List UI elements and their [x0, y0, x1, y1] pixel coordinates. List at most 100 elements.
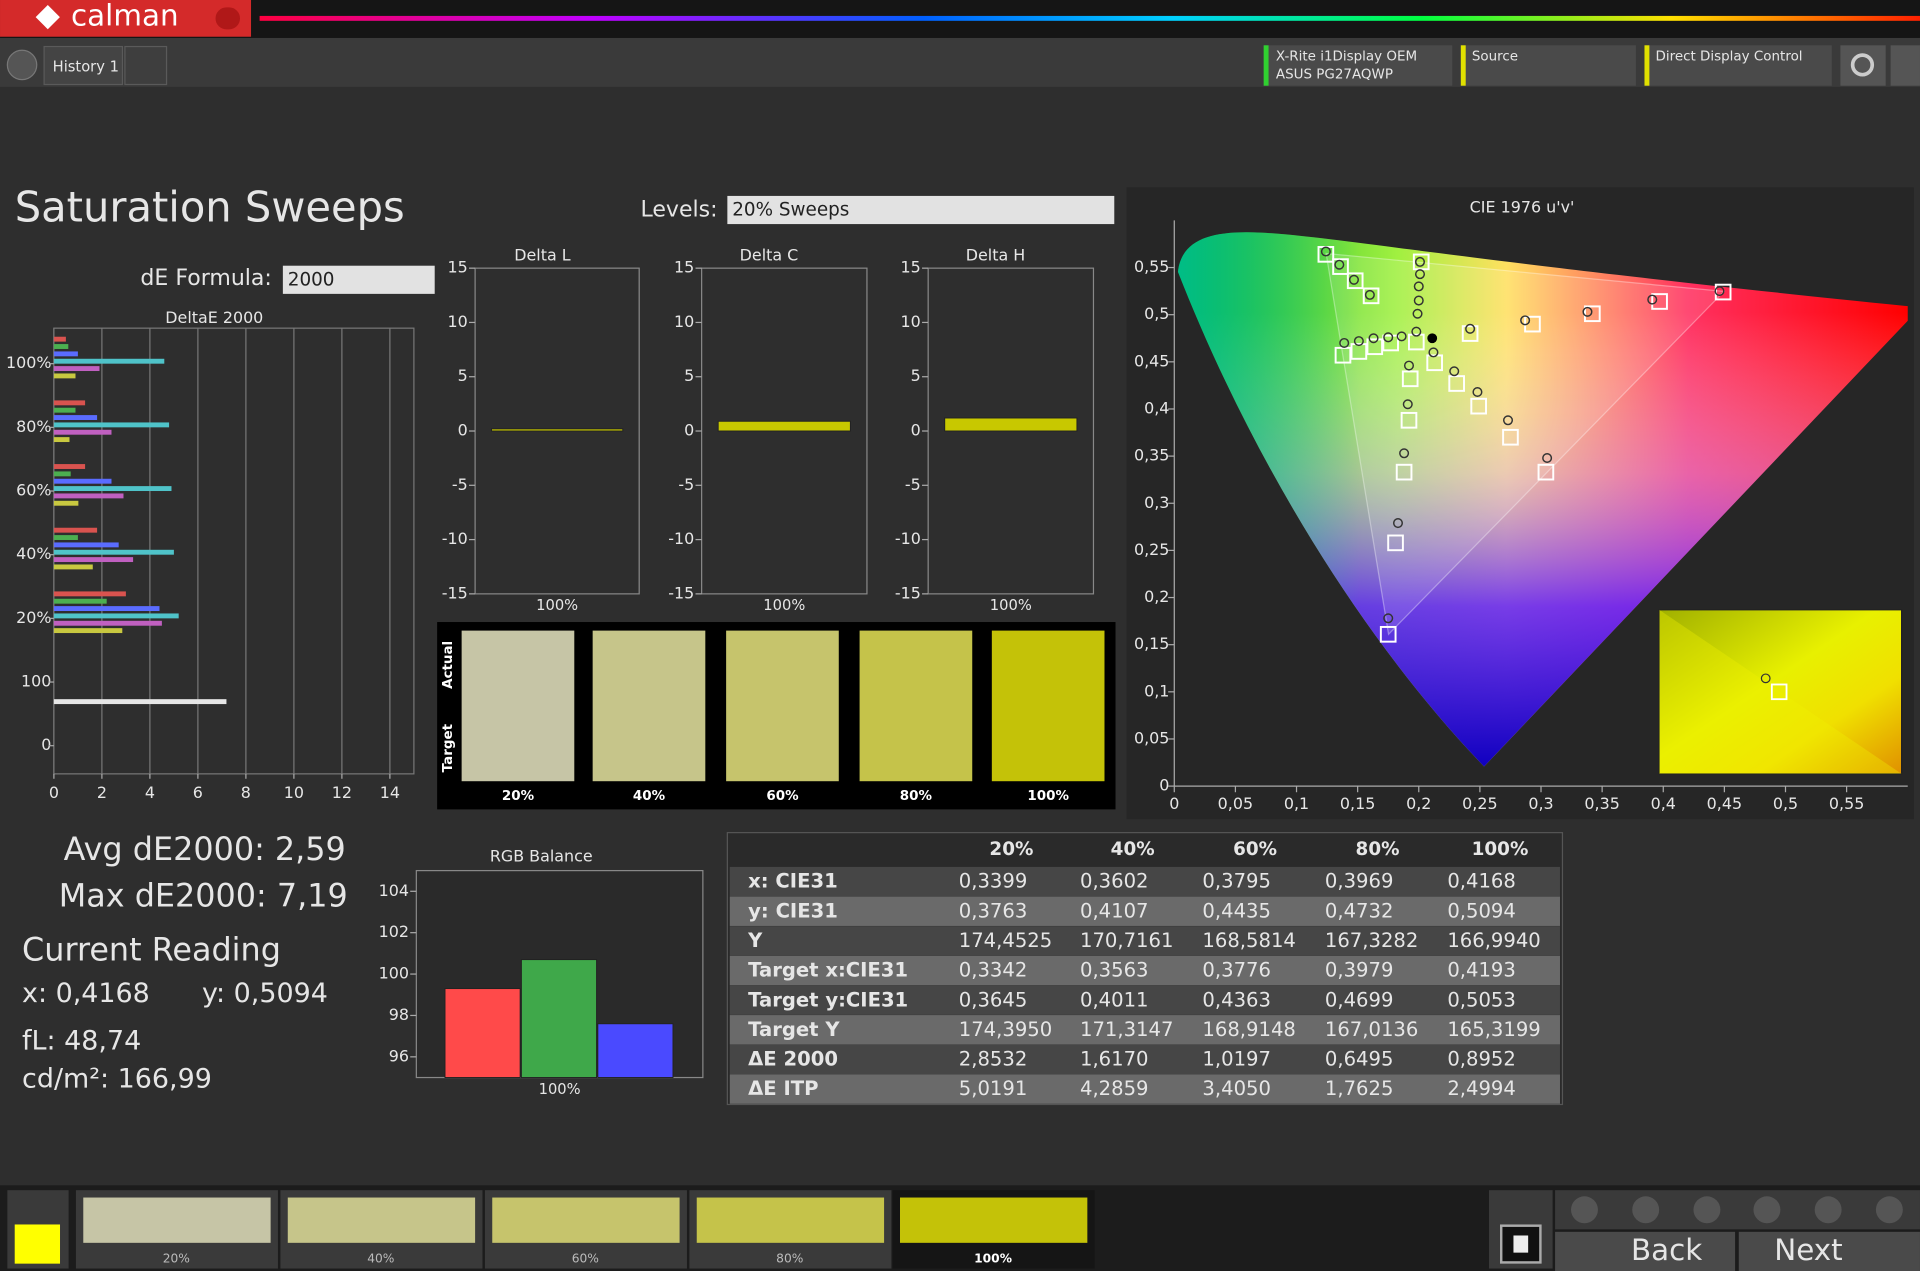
table-header: 40%	[1111, 839, 1155, 860]
logo-icon	[35, 5, 60, 30]
current-fl: fL: 48,74	[22, 1026, 141, 1057]
tab[interactable]	[43, 45, 124, 86]
target-point	[1387, 534, 1404, 552]
tab-label[interactable]: History 1	[53, 58, 119, 75]
y-tick-label: 20%	[16, 608, 51, 627]
table-cell: 166,9940	[1447, 929, 1540, 952]
table-cell: 1,6170	[1080, 1048, 1149, 1071]
table-cell: 4,2859	[1080, 1077, 1149, 1100]
refresh-button[interactable]	[1814, 1196, 1842, 1224]
footer-swatch[interactable]	[83, 1197, 271, 1243]
table-row	[729, 896, 1560, 926]
zoom-inset	[1658, 609, 1903, 775]
footer-label[interactable]: 20%	[163, 1251, 190, 1265]
footer-swatch[interactable]	[696, 1197, 885, 1243]
color-swatch	[592, 630, 706, 782]
y-tick-label: 15	[674, 258, 694, 277]
table-row-label: Target y:CIE31	[748, 988, 908, 1011]
control-label: Direct Display Control	[1655, 49, 1802, 64]
meter-box[interactable]	[1263, 45, 1453, 86]
y-tick-label: 5	[458, 366, 468, 385]
y-tick-label: 100	[379, 964, 409, 983]
bar	[53, 542, 119, 548]
y-tick-label: 0	[684, 421, 694, 440]
swatch-label: 60%	[766, 789, 799, 804]
x-tick-label: 0,55	[1829, 794, 1864, 813]
table-cell: 0,5053	[1447, 988, 1516, 1011]
footer-label[interactable]: 100%	[974, 1251, 1012, 1265]
x-tick-label: 6	[193, 783, 203, 802]
bar	[53, 422, 170, 428]
bar	[53, 336, 66, 342]
inset-circle	[1760, 673, 1771, 684]
footer-label[interactable]: 80%	[776, 1251, 803, 1265]
avg-de: Avg dE2000: 2,59	[64, 830, 346, 868]
actual-label: Actual	[441, 641, 456, 689]
target-point	[1448, 375, 1465, 392]
table-cell: 2,4994	[1447, 1077, 1516, 1100]
table-row-label: y: CIE31	[748, 899, 838, 922]
table-cell: 0,4107	[1080, 899, 1149, 922]
settings-button[interactable]	[1840, 45, 1886, 86]
bar	[53, 699, 227, 705]
levels-value[interactable]: 20% Sweeps	[732, 200, 849, 221]
x-tick-label: 100%	[990, 597, 1032, 614]
levels-dropdown[interactable]	[727, 195, 1115, 225]
y-tick-label: 100	[21, 672, 51, 691]
footer-swatch[interactable]	[287, 1197, 476, 1243]
add-tab[interactable]	[124, 45, 168, 86]
target-point	[1382, 334, 1399, 352]
formula-dropdown[interactable]	[282, 265, 435, 294]
logo-menu[interactable]	[215, 7, 241, 30]
collapse-button[interactable]	[1890, 45, 1920, 86]
table-row-label: x: CIE31	[748, 870, 838, 893]
target-point	[1395, 463, 1413, 481]
source-box[interactable]	[1460, 45, 1636, 86]
measured-point	[1396, 331, 1407, 342]
footer-swatch[interactable]	[900, 1197, 1088, 1243]
x-tick-label: 0,25	[1462, 794, 1497, 813]
bar	[53, 407, 76, 413]
control-box[interactable]	[1644, 45, 1832, 86]
inset-square	[1770, 683, 1788, 701]
y-tick-label: -15	[442, 583, 468, 602]
bar	[53, 471, 71, 477]
y-tick-label: 10	[901, 312, 921, 331]
target-label: Target	[441, 723, 456, 772]
measured-point	[1403, 360, 1415, 371]
target-point	[1470, 397, 1487, 415]
back-button[interactable]	[1555, 1231, 1736, 1271]
y-tick-label: 60%	[16, 481, 51, 500]
table-cell: 0,4435	[1202, 899, 1271, 922]
read-button[interactable]	[1693, 1196, 1721, 1224]
y-tick-label: 0,1	[1144, 681, 1169, 700]
footer-label[interactable]: 40%	[367, 1251, 394, 1265]
y-tick-label: 80%	[16, 417, 51, 436]
table-cell: 174,4525	[959, 929, 1052, 952]
target-point	[1350, 343, 1368, 360]
more-button[interactable]	[1875, 1196, 1903, 1224]
y-tick-label: 0,05	[1134, 728, 1169, 747]
loop-button[interactable]	[1753, 1196, 1781, 1224]
back-label[interactable]: Back	[1631, 1233, 1702, 1267]
y-tick-label: 10	[448, 312, 468, 331]
play-step-button[interactable]	[1632, 1196, 1660, 1224]
x-tick-label: 0,15	[1340, 794, 1375, 813]
table-cell: 174,3950	[959, 1018, 1052, 1041]
measured-point	[1353, 336, 1364, 347]
measured-point	[1582, 306, 1593, 317]
next-button[interactable]	[1738, 1231, 1920, 1271]
logo-text: calman	[71, 0, 179, 33]
measured-point	[1368, 333, 1379, 344]
y-tick-label: 40%	[16, 544, 51, 563]
target-point	[1461, 325, 1479, 342]
footer-label[interactable]: 60%	[572, 1251, 599, 1265]
target-point	[1412, 253, 1430, 271]
footer-swatch[interactable]	[492, 1197, 680, 1243]
record-button[interactable]	[1571, 1196, 1598, 1224]
cie-locus	[1177, 232, 1908, 767]
measured-point	[1413, 281, 1424, 292]
play-button[interactable]	[6, 49, 38, 81]
next-label[interactable]: Next	[1774, 1233, 1842, 1267]
formula-value[interactable]: 2000	[288, 269, 335, 290]
